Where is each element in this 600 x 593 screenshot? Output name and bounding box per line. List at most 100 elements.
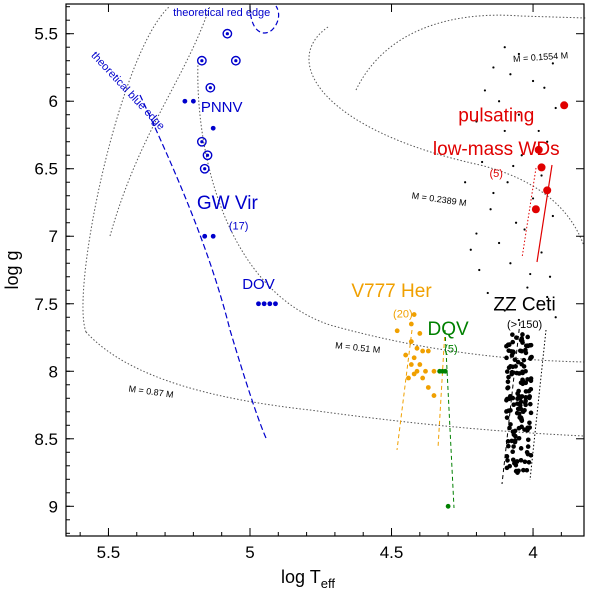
- iso-mass-0-2389-curve: [308, 26, 585, 247]
- data-point: [431, 368, 437, 374]
- data-point: [527, 420, 532, 426]
- data-point: [417, 362, 423, 367]
- series-pnnv: [196, 28, 241, 174]
- data-point: [522, 400, 528, 406]
- x-tick-label: 4: [528, 543, 537, 562]
- data-point: [483, 89, 487, 92]
- data-point: [519, 348, 524, 354]
- data-point: [521, 364, 527, 369]
- data-point: [523, 394, 529, 400]
- x-axis-label: log Teff: [281, 567, 335, 591]
- v777-edge-1: [396, 329, 413, 451]
- series-dov: [256, 301, 278, 307]
- data-point: [504, 369, 510, 374]
- zz-red-edge: [529, 329, 547, 481]
- data-point: [525, 343, 531, 349]
- data-point: [480, 160, 484, 164]
- data-point: [225, 32, 229, 36]
- data-point: [437, 368, 443, 374]
- data-point: [560, 101, 569, 110]
- data-point: [489, 208, 492, 211]
- data-point: [519, 336, 525, 341]
- data-point: [518, 446, 524, 451]
- y-tick-label: 9: [49, 497, 58, 516]
- axes: 5.5 5 4.5 4 5.5 6 6.5 7 7.5 8 8.5 9: [34, 4, 584, 562]
- annotation-dov: DOV: [242, 276, 275, 293]
- data-point: [514, 459, 520, 464]
- data-point: [475, 120, 478, 123]
- data-point: [513, 433, 518, 439]
- data-point: [411, 371, 417, 377]
- data-point: [518, 403, 523, 408]
- data-point: [513, 438, 518, 443]
- data-point: [505, 458, 510, 463]
- blue-edge-curve: [139, 94, 267, 439]
- data-point: [182, 98, 188, 104]
- data-point: [520, 332, 525, 337]
- data-point: [523, 389, 529, 394]
- data-point: [523, 350, 529, 356]
- x-axis-label-main: log T: [281, 567, 321, 587]
- data-point: [522, 459, 528, 465]
- data-point: [520, 154, 523, 157]
- data-point: [210, 233, 216, 239]
- data-point: [208, 86, 212, 90]
- data-point: [509, 438, 515, 444]
- data-point: [445, 503, 451, 509]
- data-point-ring: [202, 150, 213, 161]
- data-point: [506, 181, 509, 184]
- data-point: [554, 316, 557, 319]
- data-point: [514, 410, 520, 416]
- data-point: [420, 375, 426, 381]
- data-point: [506, 443, 511, 449]
- data-point: [520, 370, 525, 376]
- data-point: [540, 174, 543, 177]
- data-point: [528, 452, 534, 458]
- data-point: [423, 368, 428, 374]
- data-point: [543, 86, 546, 89]
- data-point: [531, 205, 540, 214]
- data-point: [522, 407, 527, 413]
- data-point: [525, 437, 531, 443]
- data-point: [256, 301, 261, 307]
- data-point: [517, 318, 520, 322]
- v777-edge-2: [437, 329, 446, 449]
- data-point: [509, 262, 512, 265]
- data-point: [504, 355, 509, 361]
- data-point: [517, 113, 520, 116]
- data-point: [507, 395, 512, 401]
- data-point: [411, 312, 417, 317]
- data-point: [513, 364, 518, 369]
- data-point: [526, 286, 529, 289]
- data-point: [546, 295, 549, 299]
- data-point: [234, 59, 238, 63]
- data-point: [515, 396, 520, 402]
- data-point: [513, 462, 519, 468]
- series-pulsating-low-mass-wds: [531, 101, 569, 214]
- data-point: [515, 359, 521, 365]
- data-point: [507, 425, 512, 431]
- data-point: [411, 355, 417, 361]
- data-point: [506, 342, 512, 347]
- data-point: [510, 457, 516, 463]
- x-tick-label: 4.5: [380, 543, 404, 562]
- data-point: [534, 145, 543, 154]
- data-point: [524, 467, 530, 473]
- data-point: [514, 335, 519, 340]
- data-point: [537, 129, 540, 133]
- y-tick-label: 6.5: [34, 160, 58, 179]
- data-point: [507, 463, 513, 469]
- data-point: [537, 299, 540, 303]
- data-point: [519, 394, 525, 399]
- data-point: [497, 241, 501, 245]
- annotation-dqv: DQV: [428, 319, 470, 340]
- data-point: [420, 348, 426, 354]
- annotation-pnnv: PNNV: [201, 99, 243, 116]
- data-point: [528, 386, 534, 392]
- data-point: [425, 385, 431, 390]
- lowmass-edge-dotted: [521, 167, 537, 259]
- data-point: [506, 348, 512, 353]
- data-point: [205, 153, 210, 157]
- data-point: [469, 248, 472, 251]
